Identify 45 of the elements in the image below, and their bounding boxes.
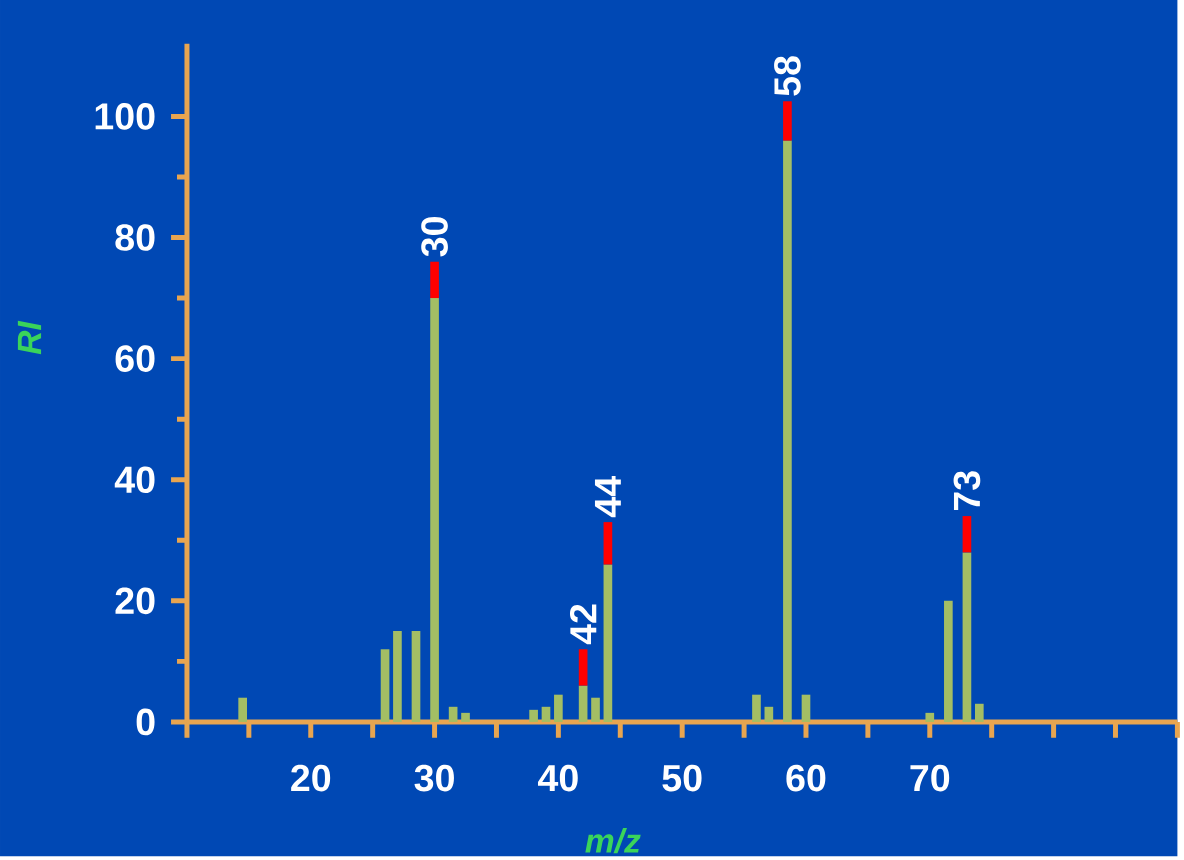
x-tick-label: 60 (786, 764, 826, 792)
y-tick-label: 100 (95, 103, 155, 130)
bar (783, 140, 792, 723)
y-tick-label: 0 (136, 708, 155, 736)
bar (393, 631, 402, 723)
y-tick-label: 40 (114, 466, 155, 494)
y-tick-label: 20 (115, 587, 155, 615)
bar (411, 631, 421, 723)
x-tick-label: 20 (291, 764, 331, 792)
annotation: 44 (594, 476, 621, 518)
bar (962, 552, 972, 723)
bar (974, 703, 984, 723)
x-axis-title: m/z (585, 828, 641, 854)
bar (591, 697, 600, 723)
y-axis-title: RI (17, 320, 42, 355)
bar (944, 600, 953, 723)
x-tick-label: 30 (414, 764, 454, 792)
bar (238, 697, 247, 723)
bar (578, 685, 588, 723)
bar (752, 694, 761, 723)
bar (578, 649, 588, 686)
y-tick-label: 80 (115, 224, 155, 251)
bar (461, 712, 470, 723)
x-tick-label: 40 (537, 764, 578, 792)
bar (554, 694, 563, 723)
bar (430, 298, 439, 723)
annotation: 30 (421, 217, 448, 257)
bar (380, 649, 390, 723)
bar (603, 564, 613, 723)
bar (448, 706, 458, 723)
y-tick-label: 60 (115, 345, 155, 373)
bar (783, 101, 792, 141)
bar (529, 709, 538, 723)
bar (764, 706, 774, 723)
bar (962, 516, 972, 553)
bar (801, 694, 811, 723)
annotation: 42 (569, 604, 597, 645)
x-tick-label: 70 (910, 764, 950, 792)
bar (603, 522, 613, 565)
annotation: 73 (953, 471, 981, 511)
annotation: 58 (774, 56, 801, 96)
bar (925, 712, 935, 723)
bar (541, 706, 551, 723)
bar (430, 261, 439, 299)
x-tick-label: 50 (662, 764, 702, 792)
